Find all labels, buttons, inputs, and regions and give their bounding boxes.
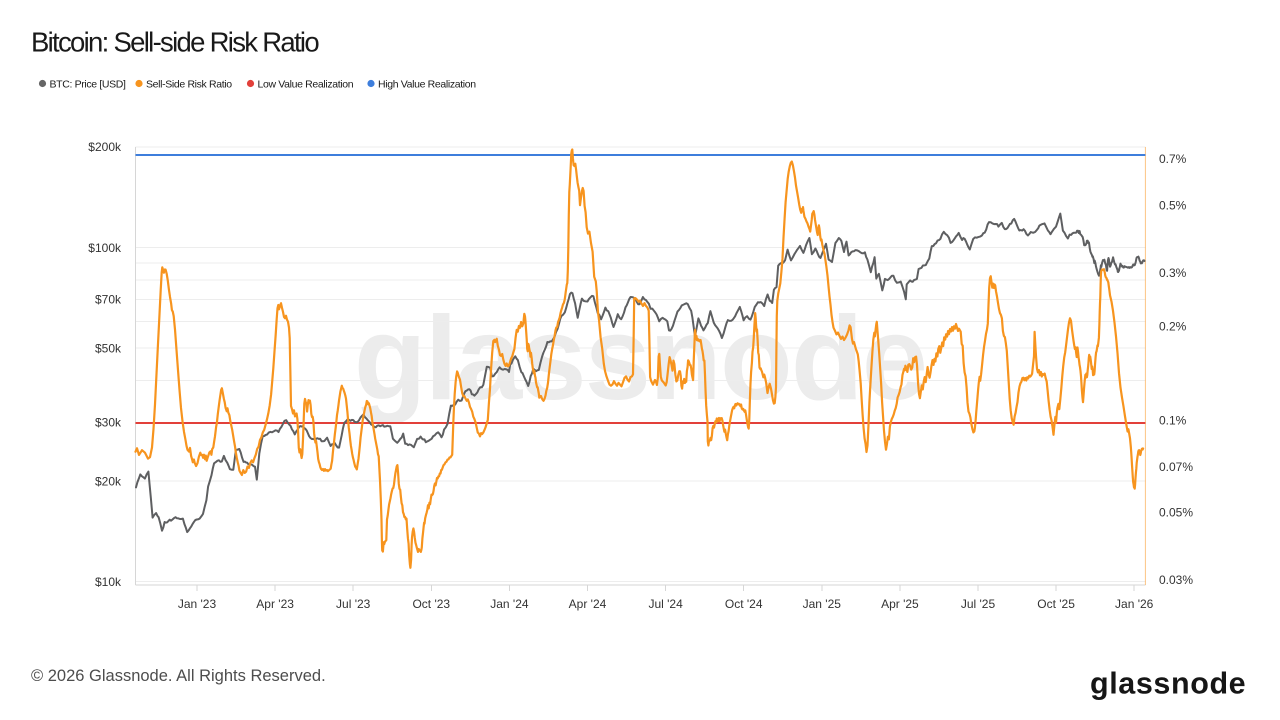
svg-text:Oct '24: Oct '24 — [725, 597, 763, 611]
svg-text:Jan '24: Jan '24 — [490, 597, 529, 611]
svg-text:$70k: $70k — [95, 293, 122, 307]
svg-text:glassnode: glassnode — [354, 292, 926, 425]
svg-text:Jan '25: Jan '25 — [803, 597, 842, 611]
svg-text:0.5%: 0.5% — [1159, 199, 1187, 213]
svg-text:$200k: $200k — [88, 140, 122, 154]
svg-text:Apr '24: Apr '24 — [569, 597, 607, 611]
svg-text:$50k: $50k — [95, 341, 122, 355]
svg-text:Oct '25: Oct '25 — [1037, 597, 1075, 611]
svg-text:Jul '23: Jul '23 — [336, 597, 371, 611]
svg-text:$20k: $20k — [95, 474, 122, 488]
svg-text:0.07%: 0.07% — [1159, 460, 1193, 474]
svg-text:Apr '25: Apr '25 — [881, 597, 919, 611]
svg-text:Jan '26: Jan '26 — [1115, 597, 1154, 611]
svg-text:© 2026 Glassnode. All Rights R: © 2026 Glassnode. All Rights Reserved. — [31, 667, 326, 685]
svg-text:High Value Realization: High Value Realization — [378, 79, 476, 91]
svg-text:BTC: Price [USD]: BTC: Price [USD] — [50, 79, 127, 91]
svg-text:0.3%: 0.3% — [1159, 266, 1187, 280]
svg-text:Jan '23: Jan '23 — [178, 597, 217, 611]
svg-text:Sell-Side Risk Ratio: Sell-Side Risk Ratio — [146, 79, 232, 91]
svg-text:Apr '23: Apr '23 — [256, 597, 294, 611]
svg-text:Jul '24: Jul '24 — [648, 597, 683, 611]
svg-text:Bitcoin: Sell-side Risk Ratio: Bitcoin: Sell-side Risk Ratio — [31, 27, 319, 58]
svg-text:$100k: $100k — [88, 241, 122, 255]
svg-text:0.03%: 0.03% — [1159, 573, 1193, 587]
svg-text:Jul '25: Jul '25 — [961, 597, 996, 611]
svg-text:$10k: $10k — [95, 575, 122, 589]
svg-text:Oct '23: Oct '23 — [412, 597, 450, 611]
svg-text:$30k: $30k — [95, 416, 122, 430]
svg-text:0.2%: 0.2% — [1159, 320, 1187, 334]
svg-text:0.7%: 0.7% — [1159, 152, 1187, 166]
svg-text:0.05%: 0.05% — [1159, 506, 1193, 520]
svg-text:Low Value Realization: Low Value Realization — [258, 79, 354, 91]
svg-text:0.1%: 0.1% — [1159, 414, 1187, 428]
svg-text:glassnode: glassnode — [1090, 667, 1246, 701]
